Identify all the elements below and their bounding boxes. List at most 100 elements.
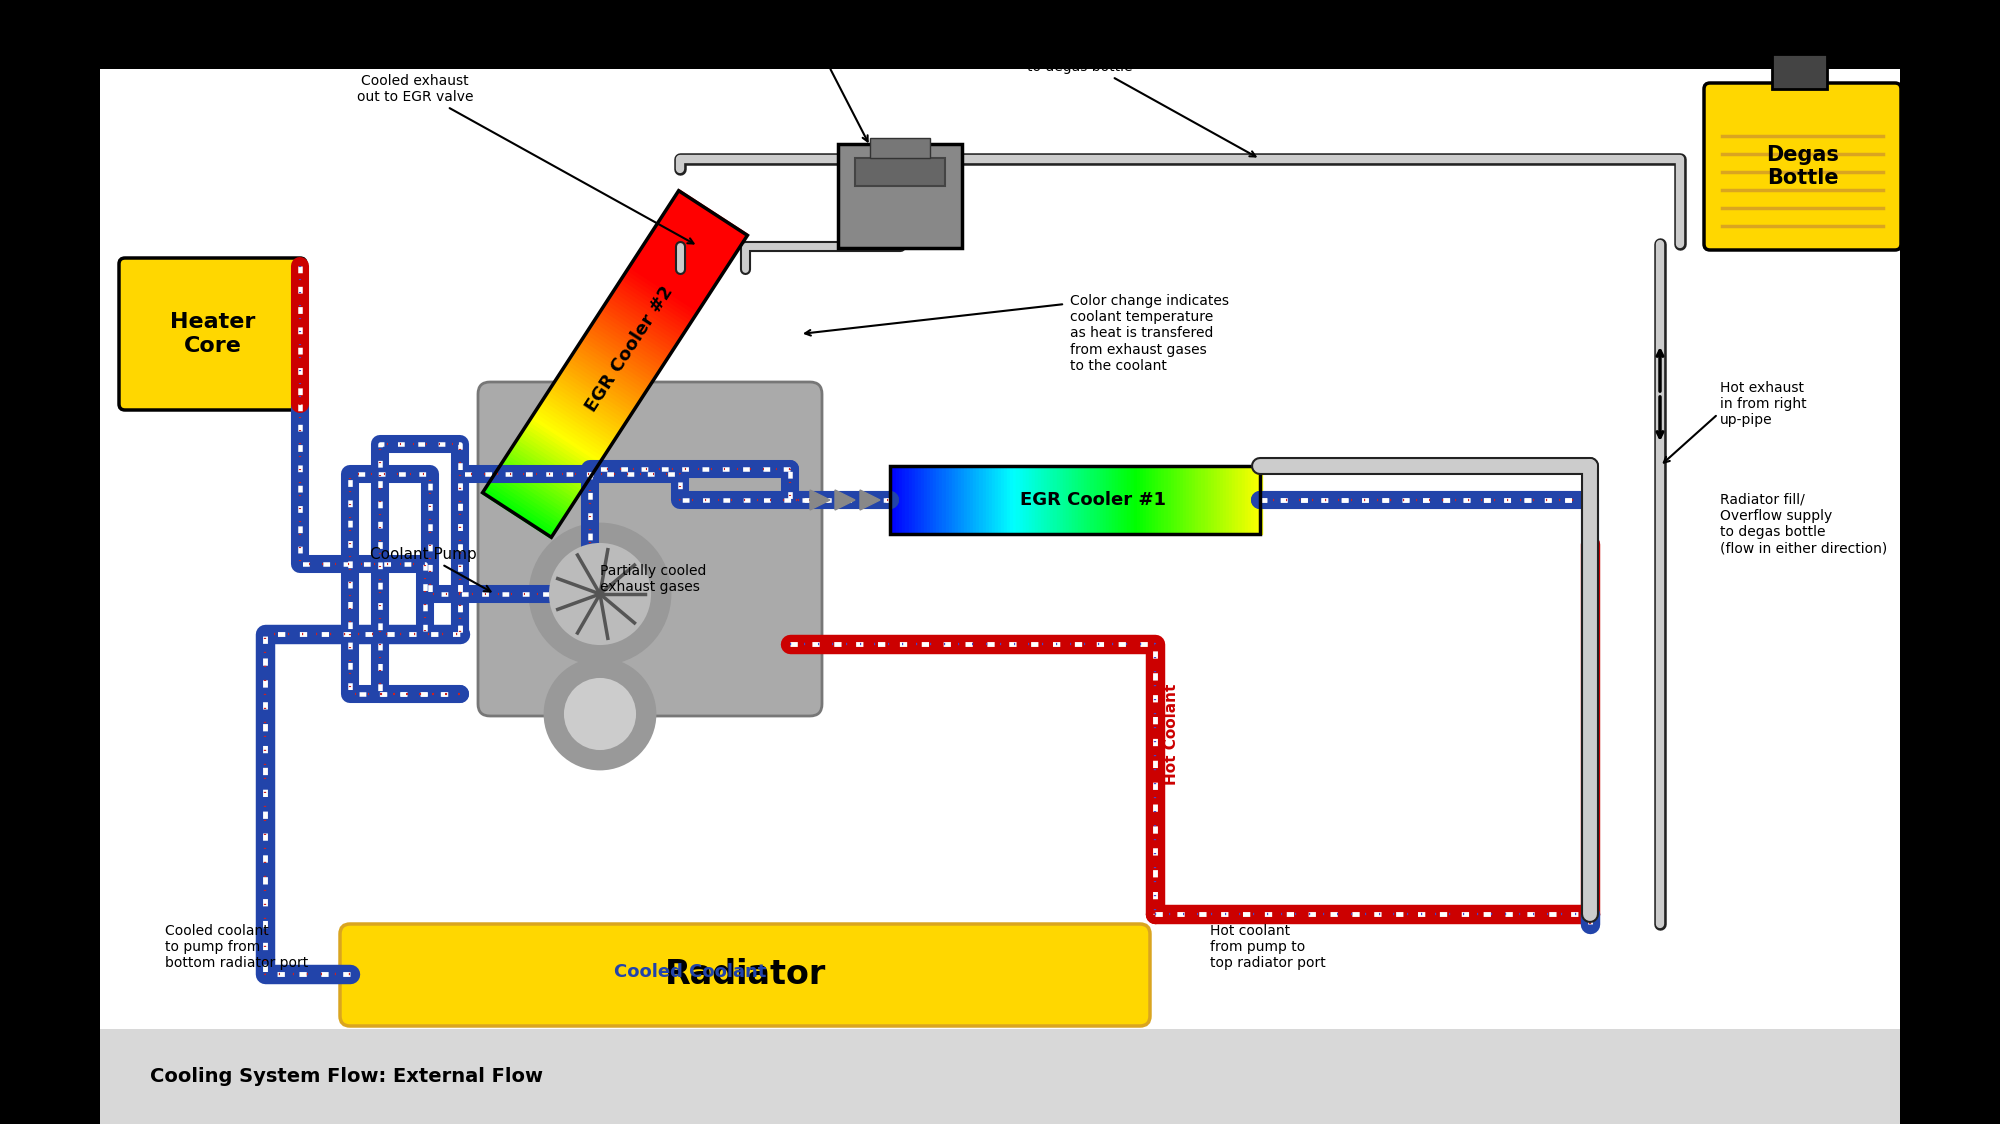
Bar xyxy=(1082,466,1086,534)
Bar xyxy=(1136,466,1142,534)
Polygon shape xyxy=(522,428,594,478)
Bar xyxy=(1198,466,1202,534)
Polygon shape xyxy=(574,347,646,397)
Bar xyxy=(952,466,956,534)
Bar xyxy=(918,466,922,534)
Polygon shape xyxy=(656,220,728,270)
Polygon shape xyxy=(538,401,610,451)
Polygon shape xyxy=(810,490,830,510)
Polygon shape xyxy=(530,416,600,465)
Text: Cooled coolant
to pump from
bottom radiator port: Cooled coolant to pump from bottom radia… xyxy=(164,924,308,970)
Bar xyxy=(1076,466,1080,534)
Bar xyxy=(896,466,900,534)
Bar xyxy=(1208,466,1212,534)
Polygon shape xyxy=(560,368,632,417)
Bar xyxy=(906,466,910,534)
Bar xyxy=(1124,466,1128,534)
Text: EGR Cooler #1: EGR Cooler #1 xyxy=(1020,491,1166,509)
Polygon shape xyxy=(606,299,678,348)
Polygon shape xyxy=(576,344,648,393)
Polygon shape xyxy=(542,396,614,444)
Bar xyxy=(870,138,930,158)
Polygon shape xyxy=(610,292,682,342)
Bar xyxy=(1220,466,1224,534)
Polygon shape xyxy=(648,233,720,281)
Polygon shape xyxy=(590,323,662,372)
Bar xyxy=(1068,466,1074,534)
Bar xyxy=(1108,466,1114,534)
Bar xyxy=(1022,466,1028,534)
Text: Hot Coolant: Hot Coolant xyxy=(1164,683,1180,785)
Bar xyxy=(998,466,1002,534)
Bar xyxy=(936,466,940,534)
Polygon shape xyxy=(602,305,674,354)
Bar xyxy=(1162,466,1166,534)
Bar xyxy=(976,466,980,534)
Polygon shape xyxy=(558,371,630,420)
Polygon shape xyxy=(524,425,596,474)
Circle shape xyxy=(530,524,670,664)
Bar xyxy=(946,466,950,534)
Bar xyxy=(1010,466,1014,534)
Polygon shape xyxy=(568,356,640,406)
Bar xyxy=(954,466,960,534)
Bar xyxy=(934,466,938,534)
Polygon shape xyxy=(634,253,706,302)
Polygon shape xyxy=(564,362,636,411)
Bar xyxy=(1078,466,1082,534)
Bar xyxy=(1134,466,1138,534)
Bar xyxy=(994,466,1000,534)
Polygon shape xyxy=(642,242,714,291)
Polygon shape xyxy=(544,392,616,442)
FancyBboxPatch shape xyxy=(1704,83,1900,250)
Text: Degas
Bottle: Degas Bottle xyxy=(1766,145,1838,188)
Text: Coolant Pump: Coolant Pump xyxy=(370,546,490,591)
Polygon shape xyxy=(514,441,586,490)
Bar xyxy=(1190,466,1194,534)
Bar xyxy=(992,466,996,534)
Polygon shape xyxy=(860,490,880,510)
Bar xyxy=(1072,466,1076,534)
Bar xyxy=(1256,466,1262,534)
Bar xyxy=(1250,466,1256,534)
Polygon shape xyxy=(506,453,578,502)
Bar xyxy=(902,466,906,534)
Bar xyxy=(1020,466,1024,534)
Bar xyxy=(1008,466,1012,534)
Bar xyxy=(1118,466,1122,534)
Bar xyxy=(1142,466,1148,534)
Bar xyxy=(920,466,926,534)
Polygon shape xyxy=(518,435,590,483)
Bar xyxy=(1032,466,1036,534)
Polygon shape xyxy=(668,202,740,252)
Bar xyxy=(1182,466,1188,534)
Bar xyxy=(1096,466,1102,534)
Bar xyxy=(940,466,944,534)
Polygon shape xyxy=(526,423,596,472)
Polygon shape xyxy=(516,437,588,487)
Bar xyxy=(1238,466,1244,534)
Bar xyxy=(1170,466,1176,534)
Bar xyxy=(1034,466,1040,534)
Polygon shape xyxy=(534,407,606,456)
Bar xyxy=(914,466,920,534)
Polygon shape xyxy=(500,462,572,511)
Bar xyxy=(1090,466,1096,534)
Bar xyxy=(1244,466,1250,534)
Text: Cooled exhaust
out to EGR valve: Cooled exhaust out to EGR valve xyxy=(356,74,694,244)
Polygon shape xyxy=(608,296,680,345)
Polygon shape xyxy=(510,446,582,496)
Text: Coolant feed
to EGR valve: Coolant feed to EGR valve xyxy=(776,34,868,142)
Polygon shape xyxy=(504,455,576,505)
Bar xyxy=(1042,466,1046,534)
Polygon shape xyxy=(616,283,688,333)
Bar xyxy=(1026,466,1030,534)
Polygon shape xyxy=(620,278,692,327)
Polygon shape xyxy=(502,459,574,508)
Polygon shape xyxy=(652,226,724,275)
Polygon shape xyxy=(594,317,666,366)
Polygon shape xyxy=(588,326,660,375)
Bar xyxy=(1180,466,1184,534)
Bar xyxy=(942,466,948,534)
Bar xyxy=(1094,466,1098,534)
